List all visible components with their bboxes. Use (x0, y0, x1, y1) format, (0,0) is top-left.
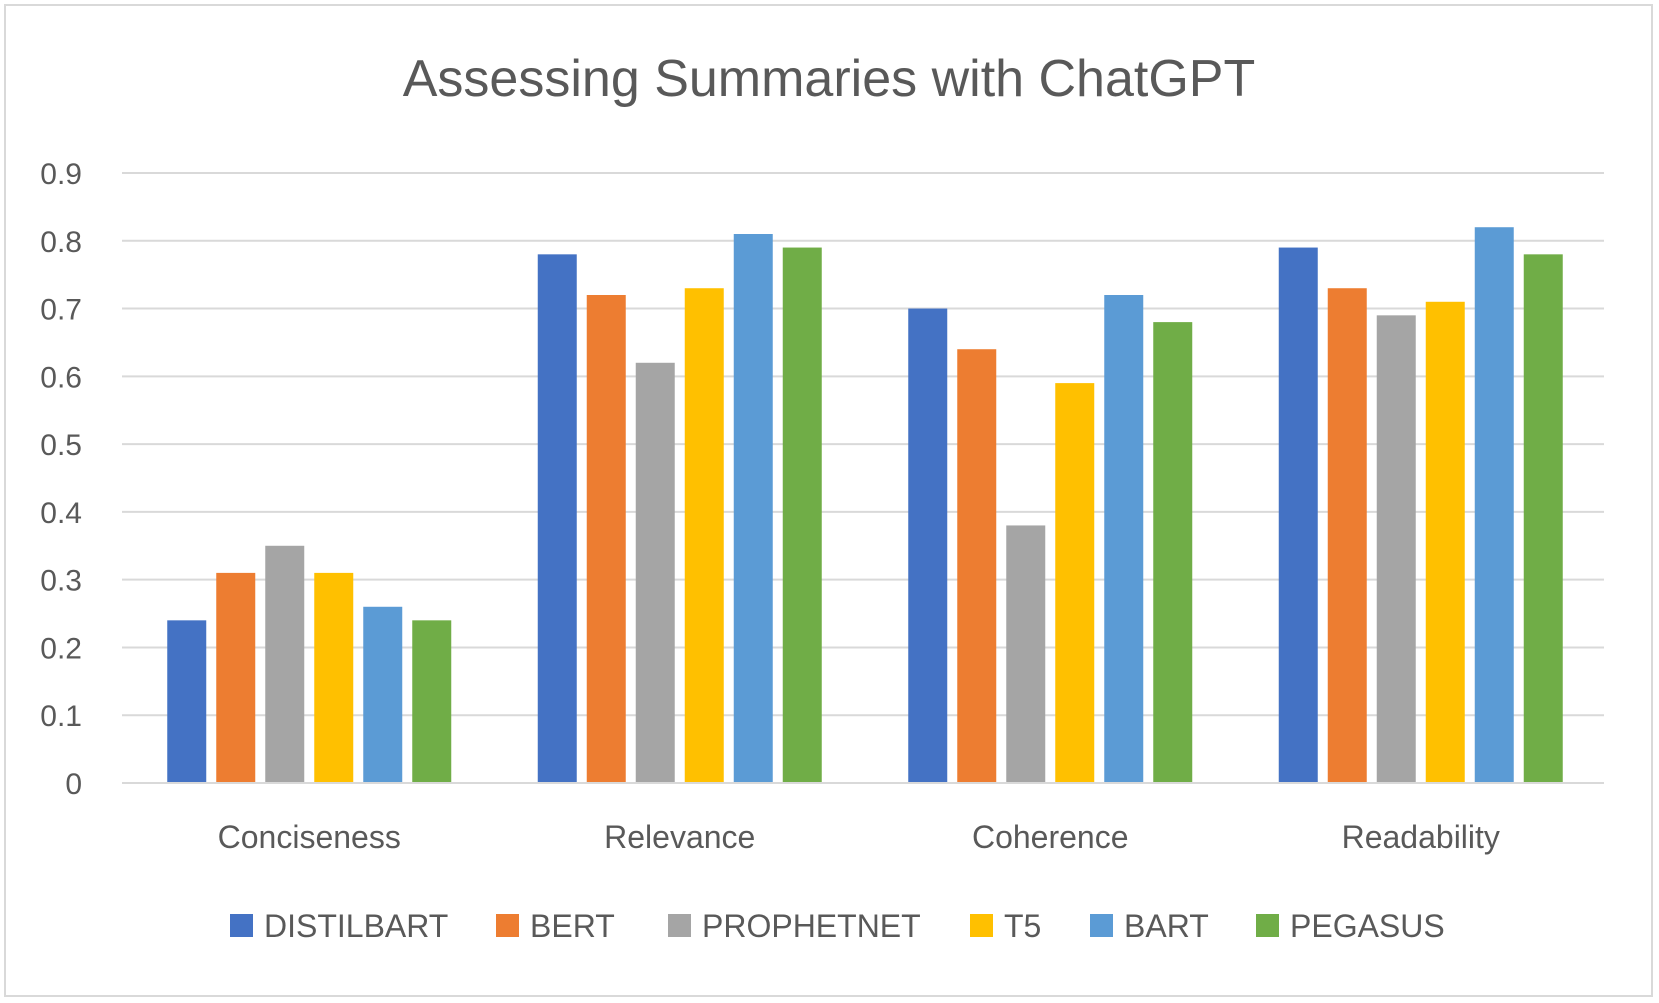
legend-swatch-distilbart (230, 914, 253, 937)
category-label: Coherence (972, 819, 1129, 855)
bar-bart-coherence (1104, 295, 1144, 783)
bar-bart-relevance (733, 234, 773, 783)
legend: DISTILBART BERT PROPHETNET T5 BART PEGASUS (230, 908, 1445, 944)
legend-swatch-bart (1090, 914, 1113, 937)
bar-t5-relevance (684, 288, 724, 783)
legend-label-bart: BART (1124, 908, 1209, 944)
bar-distilbart-relevance (537, 254, 577, 784)
legend-label-t5: T5 (1004, 908, 1041, 944)
y-tick-label: 0.6 (40, 361, 82, 394)
bar-distilbart-coherence (908, 308, 948, 783)
y-tick-label: 0.4 (40, 497, 82, 530)
legend-label-bert: BERT (530, 908, 615, 944)
bars (167, 227, 1563, 784)
chart-title: Assessing Summaries with ChatGPT (403, 50, 1256, 108)
y-tick-label: 0.3 (40, 565, 82, 598)
bar-bert-coherence (957, 349, 997, 783)
bar-distilbart-conciseness (167, 620, 207, 783)
y-tick-label: 0 (65, 768, 82, 801)
legend-swatch-t5 (970, 914, 993, 937)
legend-swatch-pegasus (1256, 914, 1279, 937)
category-label: Relevance (604, 819, 755, 855)
y-tick-label: 0.5 (40, 429, 82, 462)
category-label: Readability (1342, 819, 1500, 855)
y-axis-ticks: 0 0.1 0.2 0.3 0.4 0.5 0.6 0.7 0.8 0.9 (40, 158, 82, 801)
bar-pegasus-readability (1523, 254, 1563, 784)
bar-prophetnet-relevance (635, 362, 675, 783)
category-labels: Conciseness Relevance Coherence Readability (218, 819, 1500, 855)
bar-t5-conciseness (314, 572, 354, 783)
legend-label-distilbart: DISTILBART (264, 908, 448, 944)
bar-prophetnet-readability (1376, 315, 1416, 783)
bar-t5-coherence (1055, 383, 1095, 783)
y-tick-label: 0.9 (40, 158, 82, 191)
bar-bert-conciseness (216, 572, 256, 783)
y-tick-label: 0.8 (40, 226, 82, 259)
category-label: Conciseness (218, 819, 401, 855)
legend-label-pegasus: PEGASUS (1290, 908, 1445, 944)
bar-prophetnet-conciseness (265, 545, 305, 783)
bar-pegasus-conciseness (412, 620, 452, 783)
bar-bart-conciseness (363, 606, 403, 783)
bar-distilbart-readability (1278, 247, 1318, 784)
bar-bart-readability (1474, 227, 1514, 783)
bar-prophetnet-coherence (1006, 525, 1046, 783)
bar-bert-relevance (586, 295, 626, 783)
legend-swatch-prophetnet (668, 914, 691, 937)
bar-bert-readability (1327, 288, 1367, 783)
y-tick-label: 0.1 (40, 700, 82, 733)
y-tick-label: 0.7 (40, 294, 82, 327)
legend-swatch-bert (496, 914, 519, 937)
bar-t5-readability (1425, 301, 1465, 783)
bar-pegasus-coherence (1153, 322, 1193, 783)
y-tick-label: 0.2 (40, 632, 82, 665)
legend-label-prophetnet: PROPHETNET (702, 908, 921, 944)
bar-pegasus-relevance (782, 247, 822, 784)
